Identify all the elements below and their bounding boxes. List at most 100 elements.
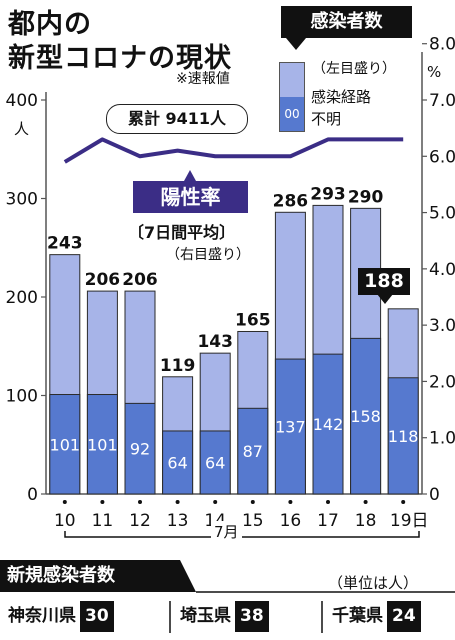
bar-unknown-label: 101 xyxy=(87,435,118,454)
bar-unknown xyxy=(86,394,118,495)
right-axis-unit: % xyxy=(427,63,442,81)
legend-swatch: 00 xyxy=(279,62,305,132)
latest-value-callout: 188 xyxy=(358,268,410,295)
prefecture-dividers xyxy=(169,601,323,633)
legend-unknown-label-1: 感染経路 xyxy=(311,88,372,106)
bar-unknown xyxy=(199,430,231,495)
legend-scale-note: （左目盛り） xyxy=(312,61,396,77)
left-axis-tick-label: 0 xyxy=(27,485,38,505)
bar-unknown-label: 92 xyxy=(130,440,150,459)
legend-title: 感染者数 xyxy=(281,6,412,38)
bar-unknown-label: 118 xyxy=(388,427,419,446)
bar-unknown-label: 142 xyxy=(313,415,344,434)
chart-title-line2: 新型コロナの現状 xyxy=(8,43,232,74)
bar-unknown xyxy=(350,337,382,495)
legend-pointer xyxy=(286,38,306,50)
right-axis-tick-label: 6.0 xyxy=(429,147,455,167)
x-tick-dot xyxy=(288,500,293,504)
bar-total-label: 119 xyxy=(160,356,196,376)
bar-unknown xyxy=(49,394,81,495)
month-label: 7月 xyxy=(211,521,242,542)
bar-total-label: 206 xyxy=(85,270,121,290)
new-cases-title: 新規感染者数 xyxy=(7,565,115,586)
bar-unknown-label: 64 xyxy=(167,453,187,472)
new-cases-banner xyxy=(0,560,455,593)
x-tick-dot xyxy=(213,500,218,504)
x-tick-dot xyxy=(401,500,406,504)
preliminary-note: ※速報値 xyxy=(176,71,230,87)
right-axis-tick-label: 0 xyxy=(429,485,440,505)
x-tick-dot xyxy=(138,500,142,504)
left-axis-tick-label: 400 xyxy=(6,91,38,111)
prefecture-count: 24 xyxy=(387,601,421,632)
prefecture-kanagawa: 神奈川県 30 xyxy=(8,601,114,632)
bar-total-label: 243 xyxy=(47,234,83,254)
left-axis-tick-label: 100 xyxy=(6,387,38,407)
x-tick-label: 11 xyxy=(92,511,114,531)
positivity-pointer xyxy=(184,170,196,181)
legend-swatch-unknown xyxy=(280,97,304,131)
x-tick-dot xyxy=(100,500,105,504)
cumulative-total: 累計 9411人 xyxy=(106,104,248,134)
right-axis-tick-label: 4.0 xyxy=(429,260,455,280)
positivity-label: 陽性率 xyxy=(133,181,248,213)
x-tick-dot xyxy=(326,500,330,504)
bar-unknown-label: 87 xyxy=(243,442,263,461)
bar-total-label: 290 xyxy=(348,187,384,207)
bar-total-label: 143 xyxy=(197,332,233,352)
bar-unknown-label: 64 xyxy=(205,453,225,472)
x-tick-dot xyxy=(62,500,67,504)
latest-callout-pointer xyxy=(377,294,393,304)
new-cases-unit: （単位は人） xyxy=(328,574,419,592)
bar-total-label: 286 xyxy=(273,191,309,211)
bar-unknown-label: 101 xyxy=(50,435,81,454)
x-tick-label: 18 xyxy=(355,511,377,531)
x-tick-label: 19日 xyxy=(390,511,429,531)
x-tick-label: 15 xyxy=(242,511,264,531)
x-tick-label: 12 xyxy=(129,511,151,531)
chart-canvas: 0 100 200 300 400 0 1.0 2.0 3.0 4.0 5.0 6.0 7.0 8.0 24… xyxy=(6,35,455,531)
legend-swatch-label: 00 xyxy=(284,107,300,121)
legend-swatch-total xyxy=(280,63,304,97)
right-axis-tick-label: 2.0 xyxy=(429,372,455,392)
prefecture-name: 神奈川県 xyxy=(8,606,76,626)
x-tick-label: 10 xyxy=(54,511,76,531)
right-axis-tick-label: 3.0 xyxy=(429,316,455,336)
bar-unknown xyxy=(162,430,194,495)
right-axis-tick-label: 8.0 xyxy=(429,35,455,55)
positivity-rate-line xyxy=(63,137,404,164)
x-tick-label: 16 xyxy=(280,511,302,531)
bar-unknown xyxy=(237,407,269,495)
bar-unknown-label: 158 xyxy=(350,407,381,426)
right-axis-tick-label: 1.0 xyxy=(429,429,455,449)
bar-total-label: 293 xyxy=(310,184,346,204)
right-axis-tick-label: 5.0 xyxy=(429,204,455,224)
x-tick-label: 17 xyxy=(317,511,339,531)
bar-unknown xyxy=(124,402,156,495)
left-axis-unit: 人 xyxy=(14,120,30,138)
right-axis-tick-label: 7.0 xyxy=(429,91,455,111)
prefecture-chiba: 千葉県 24 xyxy=(332,601,421,632)
bar-total-label: 206 xyxy=(122,270,158,290)
positivity-sublabel: 〔7日間平均〕 xyxy=(128,223,236,242)
prefecture-count: 30 xyxy=(80,601,114,632)
x-tick-dot xyxy=(175,500,180,504)
x-tick-dot xyxy=(363,500,368,504)
bar-unknown xyxy=(274,358,306,495)
prefecture-name: 埼玉県 xyxy=(180,606,231,626)
bar-unknown xyxy=(312,353,344,495)
left-axis-tick-label: 200 xyxy=(6,288,38,308)
legend-unknown-label-2: 不明 xyxy=(311,110,342,128)
prefecture-name: 千葉県 xyxy=(332,606,383,626)
left-axis-tick-label: 300 xyxy=(6,190,38,210)
prefecture-saitama: 埼玉県 38 xyxy=(180,601,269,632)
bar-total-label: 165 xyxy=(235,310,271,330)
positivity-scale-note: （右目盛り） xyxy=(166,247,250,263)
x-tick-dot xyxy=(250,500,255,504)
x-tick-label: 13 xyxy=(167,511,189,531)
month-bracket xyxy=(64,531,420,538)
bar-unknown-label: 137 xyxy=(275,418,306,437)
prefecture-count: 38 xyxy=(235,601,269,632)
bar-unknown xyxy=(387,377,419,495)
chart-title-line1: 都内の xyxy=(8,9,92,40)
